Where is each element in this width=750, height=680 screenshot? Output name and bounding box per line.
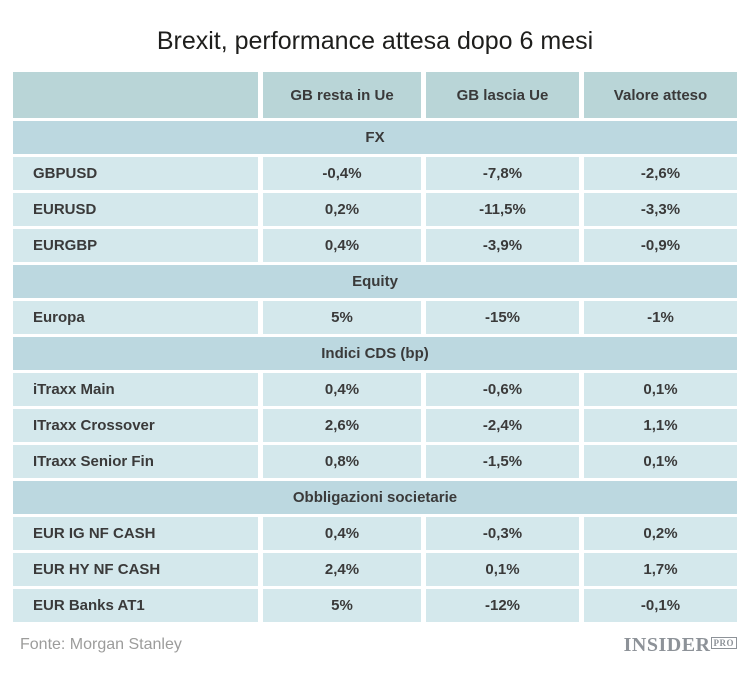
table-row-itraxx-crossover: ITraxx Crossover 2,6% -2,4% 1,1% [13,409,737,442]
value-gb-lascia: -15% [426,301,579,334]
column-header-valore-atteso: Valore atteso [584,72,737,118]
value-atteso: 0,2% [584,517,737,550]
table-header-row: GB resta in Ue GB lascia Ue Valore attes… [13,72,737,118]
value-gb-lascia: -7,8% [426,157,579,190]
column-header-gb-lascia-ue: GB lascia Ue [426,72,579,118]
row-label: EUR IG NF CASH [13,517,258,550]
footer: Fonte: Morgan Stanley INSIDER PRO [13,634,737,656]
column-header-empty [13,72,258,118]
value-atteso: 1,7% [584,553,737,586]
table-row-eurusd: EURUSD 0,2% -11,5% -3,3% [13,193,737,226]
value-gb-resta: 0,4% [263,373,421,406]
source-note: Fonte: Morgan Stanley [20,636,182,653]
value-atteso: 1,1% [584,409,737,442]
row-label: GBPUSD [13,157,258,190]
table-row-eurgbp: EURGBP 0,4% -3,9% -0,9% [13,229,737,262]
value-gb-lascia: -11,5% [426,193,579,226]
column-header-gb-resta-in-ue: GB resta in Ue [263,72,421,118]
table-row-eur-ig-nf-cash: EUR IG NF CASH 0,4% -0,3% 0,2% [13,517,737,550]
table-row-itraxx-main: iTraxx Main 0,4% -0,6% 0,1% [13,373,737,406]
logo-wordmark: INSIDER [623,634,711,656]
row-label: ITraxx Crossover [13,409,258,442]
value-gb-resta: 0,4% [263,517,421,550]
table-row-eur-hy-nf-cash: EUR HY NF CASH 2,4% 0,1% 1,7% [13,553,737,586]
section-header-obbligazioni: Obbligazioni societarie [13,481,737,514]
row-label: iTraxx Main [13,373,258,406]
value-gb-lascia: -0,6% [426,373,579,406]
table-row-eur-banks-at1: EUR Banks AT1 5% -12% -0,1% [13,589,737,622]
value-atteso: 0,1% [584,445,737,478]
value-gb-lascia: -3,9% [426,229,579,262]
section-header-indici-cds: Indici CDS (bp) [13,337,737,370]
value-gb-lascia: 0,1% [426,553,579,586]
table-row-europa: Europa 5% -15% -1% [13,301,737,334]
value-gb-lascia: -1,5% [426,445,579,478]
logo-pro-badge: PRO [710,637,737,649]
row-label: EUR Banks AT1 [13,589,258,622]
value-gb-resta: 0,2% [263,193,421,226]
row-label: Europa [13,301,258,334]
section-header-fx: FX [13,121,737,154]
value-gb-resta: 5% [263,301,421,334]
value-atteso: 0,1% [584,373,737,406]
row-label: EURGBP [13,229,258,262]
value-gb-resta: 2,6% [263,409,421,442]
value-gb-resta: 0,4% [263,229,421,262]
value-gb-resta: 0,8% [263,445,421,478]
value-gb-resta: 2,4% [263,553,421,586]
row-label: EUR HY NF CASH [13,553,258,586]
page-title: Brexit, performance attesa dopo 6 mesi [156,27,594,55]
row-label: ITraxx Senior Fin [13,445,258,478]
row-label: EURUSD [13,193,258,226]
value-atteso: -0,9% [584,229,737,262]
value-atteso: -3,3% [584,193,737,226]
value-atteso: -0,1% [584,589,737,622]
value-gb-resta: -0,4% [263,157,421,190]
value-gb-resta: 5% [263,589,421,622]
table-row-itraxx-senior-fin: ITraxx Senior Fin 0,8% -1,5% 0,1% [13,445,737,478]
table-row-gbpusd: GBPUSD -0,4% -7,8% -2,6% [13,157,737,190]
performance-table: GB resta in Ue GB lascia Ue Valore attes… [13,72,737,622]
value-gb-lascia: -0,3% [426,517,579,550]
value-atteso: -2,6% [584,157,737,190]
section-header-equity: Equity [13,265,737,298]
value-atteso: -1% [584,301,737,334]
value-gb-lascia: -2,4% [426,409,579,442]
value-gb-lascia: -12% [426,589,579,622]
insiderpro-logo: INSIDER PRO [623,634,737,656]
